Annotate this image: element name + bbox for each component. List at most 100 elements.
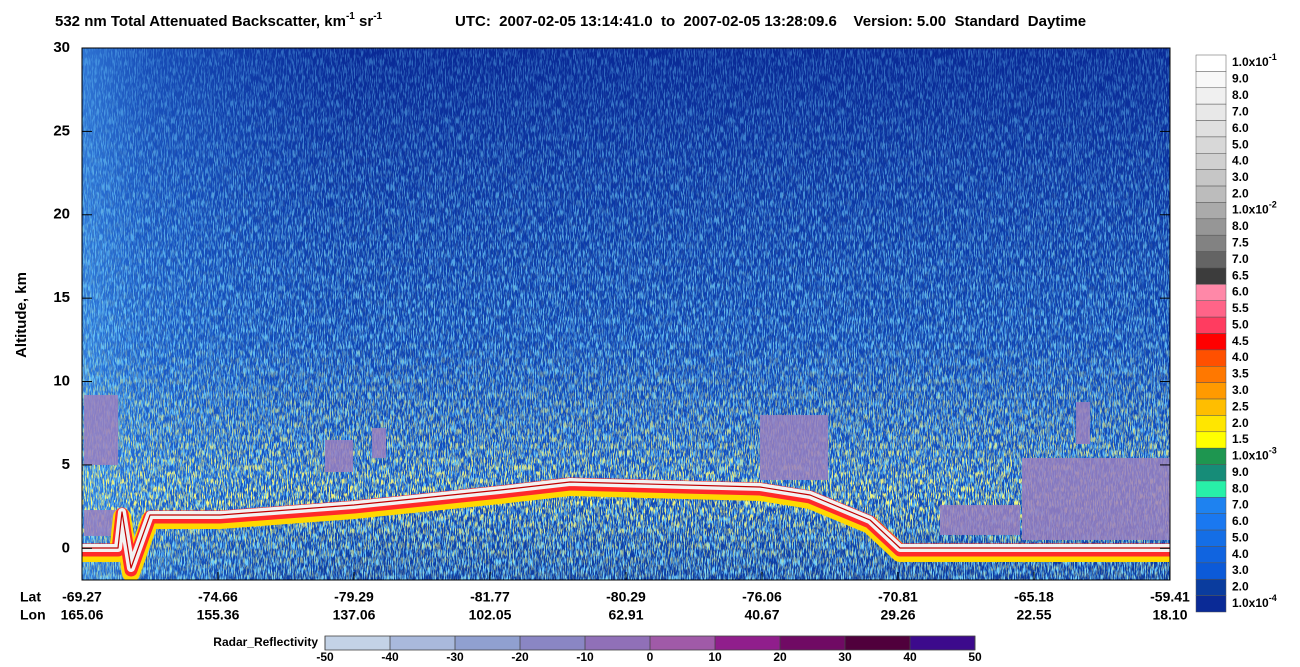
x-tick-label: -59.41 xyxy=(1150,589,1190,605)
colorbar-label: 5.0 xyxy=(1232,137,1249,151)
radar-colorbar-frame xyxy=(324,635,976,651)
colorbar-cell xyxy=(1195,546,1227,564)
y-tick-label: 30 xyxy=(53,39,70,56)
chart-subtitle: UTC: 2007-02-05 13:14:41.0 to 2007-02-05… xyxy=(455,13,1086,30)
x-tick-label: -69.27 xyxy=(62,589,102,605)
radar-colorbar-tick-label: -50 xyxy=(316,650,334,664)
colorbar-cell xyxy=(1195,202,1227,220)
colorbar-cell xyxy=(1195,87,1227,105)
x-tick-label: -81.77 xyxy=(470,589,510,605)
colorbar-cell xyxy=(1195,71,1227,89)
radar-colorbar-tick-label: 0 xyxy=(647,650,654,664)
colorbar-label-exponent: -3 xyxy=(1269,446,1277,456)
radar-colorbar-tick-label: -10 xyxy=(576,650,594,664)
radar-colorbar-cell xyxy=(585,636,650,650)
colorbar-label: 5.0 xyxy=(1232,530,1249,544)
colorbar-cell xyxy=(1195,153,1227,170)
colorbar-cell xyxy=(1195,349,1227,367)
x-tick-label: 22.55 xyxy=(1016,607,1051,623)
colorbar-label: 7.0 xyxy=(1232,252,1249,266)
colorbar-label: 6.5 xyxy=(1232,268,1249,282)
y-axis-label: Altitude, km xyxy=(13,272,30,358)
colorbar-label: 9.0 xyxy=(1232,72,1249,86)
radar-colorbar-cell xyxy=(780,636,845,650)
x-tick-label: -65.18 xyxy=(1014,589,1054,605)
colorbar-label: 8.0 xyxy=(1232,219,1249,233)
colorbar-label-exponent: -1 xyxy=(1269,53,1277,63)
colorbar-label: 1.0x10-1 xyxy=(1232,53,1277,70)
radar-colorbar-cell xyxy=(325,636,390,650)
colorbar-label: 4.0 xyxy=(1232,547,1249,561)
colorbar-label: 6.0 xyxy=(1232,285,1249,299)
colorbar-label: 2.5 xyxy=(1232,399,1249,413)
y-tick-label: 25 xyxy=(53,122,70,139)
y-tick-label: 0 xyxy=(62,539,70,556)
colorbar-cell xyxy=(1195,382,1227,400)
radar-colorbar-cell xyxy=(845,636,910,650)
colorbar-label: 1.0x10-3 xyxy=(1232,446,1277,463)
colorbar-cell xyxy=(1195,234,1227,252)
colorbar-cell xyxy=(1195,398,1227,416)
colorbar-label: 6.0 xyxy=(1232,514,1249,528)
colorbar-label: 5.5 xyxy=(1232,301,1249,315)
colorbar-label-base: 1.0x10 xyxy=(1232,449,1269,463)
colorbar-cell xyxy=(1195,185,1227,203)
x-tick-label: 155.36 xyxy=(197,607,240,623)
curtain-image xyxy=(82,48,1170,580)
colorbar-cell xyxy=(1195,447,1227,465)
colorbar-label: 7.5 xyxy=(1232,236,1249,250)
radar-colorbar-tick-label: 10 xyxy=(708,650,722,664)
colorbar-cell xyxy=(1195,595,1227,613)
colorbar-label: 3.0 xyxy=(1232,383,1249,397)
x-tick-label: 40.67 xyxy=(744,607,779,623)
colorbar-cell xyxy=(1195,169,1227,187)
colorbar-label: 2.0 xyxy=(1232,186,1249,200)
chart-title: 532 nm Total Attenuated Backscatter, km-… xyxy=(55,11,383,30)
colorbar-cell xyxy=(1195,300,1227,318)
colorbar-cell xyxy=(1195,415,1227,433)
colorbar-label: 4.0 xyxy=(1232,350,1249,364)
title-part: sr xyxy=(355,13,374,30)
x-tick-label: -70.81 xyxy=(878,589,918,605)
radar-colorbar-tick-label: -30 xyxy=(446,650,464,664)
colorbar-cell xyxy=(1195,464,1227,482)
x-row-name: Lat xyxy=(20,589,41,605)
colorbar-label-base: 1.0x10 xyxy=(1232,55,1269,69)
radar-colorbar-cell xyxy=(520,636,585,650)
colorbar-cell xyxy=(1195,529,1227,547)
x-tick-label: 165.06 xyxy=(61,607,104,623)
colorbar-label: 4.5 xyxy=(1232,334,1249,348)
colorbar-cell xyxy=(1195,562,1227,580)
radar-colorbar-cell xyxy=(455,636,520,650)
colorbar-label: 3.0 xyxy=(1232,563,1249,577)
title-exponent: -1 xyxy=(346,11,355,22)
colorbar-label: 1.5 xyxy=(1232,432,1249,446)
x-row-name: Lon xyxy=(20,607,46,623)
x-tick-label: -80.29 xyxy=(606,589,646,605)
colorbar-label: 2.0 xyxy=(1232,580,1249,594)
title-exponent: -1 xyxy=(373,11,382,22)
colorbar-label: 1.0x10-4 xyxy=(1232,593,1277,610)
colorbar-label: 1.0x10-2 xyxy=(1232,200,1277,217)
radar-colorbar-tick-label: 50 xyxy=(968,650,982,664)
colorbar-cell xyxy=(1195,431,1227,449)
y-tick-label: 5 xyxy=(62,456,70,473)
colorbar-label: 4.0 xyxy=(1232,154,1249,168)
colorbar-label: 7.0 xyxy=(1232,498,1249,512)
colorbar-cell xyxy=(1195,284,1227,301)
x-tick-label: 29.26 xyxy=(880,607,915,623)
radar-colorbar-cell xyxy=(715,636,780,650)
radar-colorbar-cell xyxy=(910,636,975,650)
colorbar-cell xyxy=(1195,251,1227,269)
radar-colorbar-tick-label: -20 xyxy=(511,650,529,664)
colorbar-label-exponent: -2 xyxy=(1269,200,1277,210)
colorbar-cell xyxy=(1195,366,1227,383)
x-tick-label: 102.05 xyxy=(469,607,512,623)
colorbar-cell xyxy=(1195,218,1227,236)
colorbar-cell xyxy=(1195,120,1227,138)
title-part: 532 nm Total Attenuated Backscatter, km xyxy=(55,13,346,30)
colorbar-label-exponent: -4 xyxy=(1269,593,1277,603)
colorbar-cell xyxy=(1195,136,1227,154)
colorbar-label: 8.0 xyxy=(1232,88,1249,102)
